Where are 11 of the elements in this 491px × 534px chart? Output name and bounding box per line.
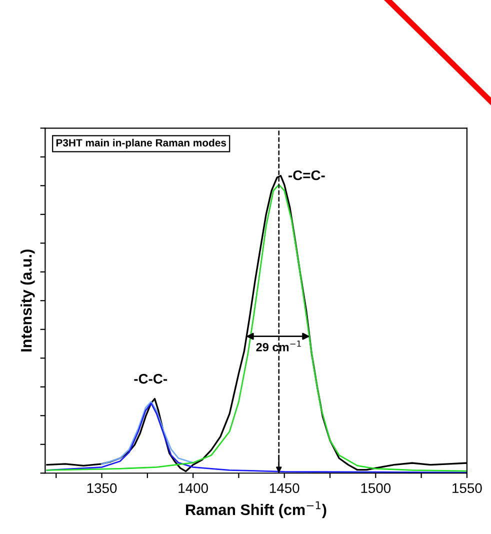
x-axis-title: Raman Shift (cm$^{−1}$) xyxy=(186,501,326,518)
y-axis-title: Intensity (a.u.) xyxy=(20,250,35,352)
annotation: 29 cm$^{−1}$ xyxy=(256,340,301,352)
x-tick-label: 1350 xyxy=(87,483,117,494)
annotation: -C-C- xyxy=(134,374,168,384)
x-tick-label: 1400 xyxy=(178,483,208,494)
annotation: -C=C- xyxy=(288,170,325,180)
x-tick-label: 1550 xyxy=(452,483,482,494)
x-tick-label: 1500 xyxy=(361,483,391,494)
x-tick-label: 1450 xyxy=(270,483,300,494)
text: P3HT main in-plane Raman modes xyxy=(56,138,226,149)
